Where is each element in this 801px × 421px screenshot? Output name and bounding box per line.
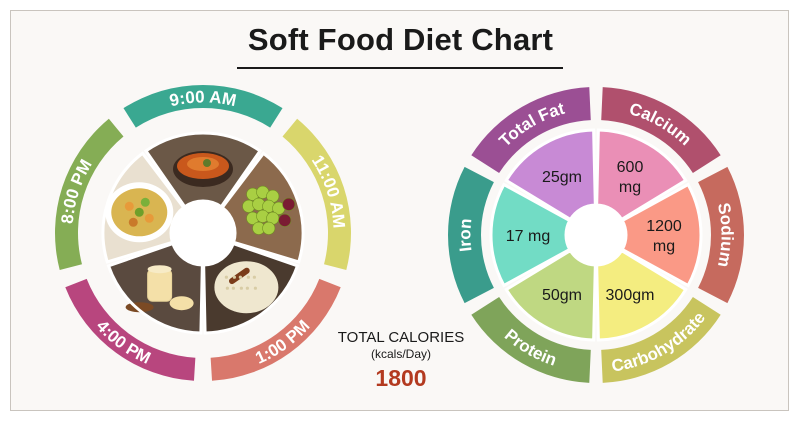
nutrient-segment-sodium: Sodium 1200 mg	[620, 166, 744, 304]
meal-wheel-hub	[172, 202, 234, 264]
nutrient-value-label: 25gm	[542, 169, 582, 186]
nutrient-name-label: Sodium	[714, 201, 737, 269]
title-underline	[237, 67, 563, 69]
total-calories-unit: (kcals/Day)	[370, 347, 431, 361]
nutrient-value-label: 600 mg	[617, 159, 644, 196]
nutrient-value-label: 300gm	[606, 287, 655, 304]
nutrient-value-label: 50gm	[542, 287, 582, 304]
meal-time-segment-9-00-am: 9:00 AM	[123, 84, 283, 128]
nutrient-value-label: 17 mg	[506, 228, 550, 245]
custard-cups-icon	[106, 241, 204, 335]
grapes-icon	[220, 151, 305, 264]
bowl-of-soup-icon	[143, 131, 263, 209]
meal-time-label: 9:00 AM	[168, 87, 238, 110]
rice-pudding-icon	[202, 241, 300, 335]
total-calories-value: 1800	[375, 365, 427, 391]
nutrient-name-label: Iron	[455, 218, 475, 253]
nutrient-value-label: 1200 mg	[646, 218, 682, 255]
total-calories-label: TOTAL CALORIES	[337, 329, 465, 346]
page-title: Soft Food Diet Chart	[247, 22, 554, 57]
vegetable-curry-icon	[101, 151, 186, 264]
meal-time-label: 4:00 PM	[93, 316, 154, 367]
meal-time-label: 1:00 PM	[252, 316, 313, 368]
nutrient-segment-iron: Iron 17 mg	[448, 166, 572, 304]
nutrient-wheel-hub	[566, 205, 626, 265]
